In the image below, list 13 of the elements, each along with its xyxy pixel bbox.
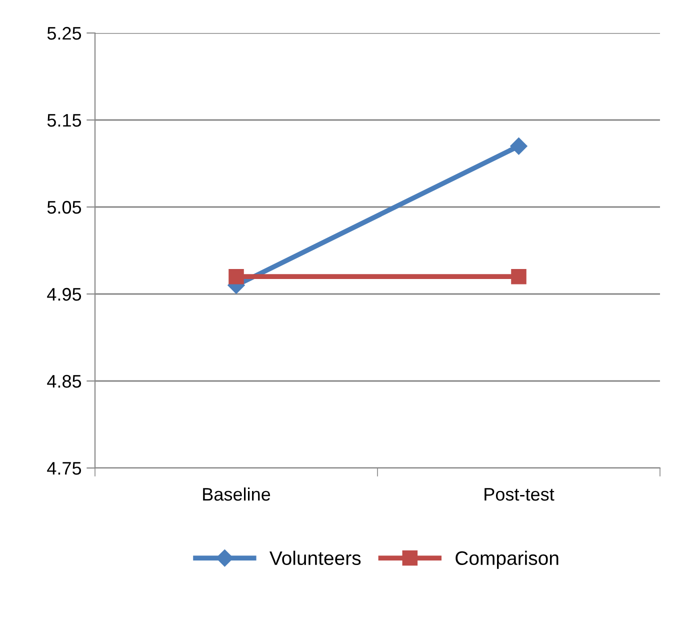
y-tick-label: 5.15 bbox=[47, 114, 82, 127]
x-tick-label: Baseline bbox=[203, 487, 270, 501]
x-tick-label: Post-test bbox=[484, 488, 554, 501]
legend-label: Volunteers bbox=[270, 550, 361, 566]
point bbox=[228, 268, 244, 284]
legend-label: Comparison bbox=[456, 550, 558, 569]
y-tick-label: 5.25 bbox=[47, 26, 82, 40]
y-tick-label: 4.95 bbox=[47, 288, 82, 301]
y-tick-label: 5.05 bbox=[47, 200, 82, 214]
point bbox=[511, 268, 526, 284]
y-tick-label: 4.85 bbox=[47, 374, 82, 388]
point bbox=[510, 138, 528, 155]
y-tick-label: 4.75 bbox=[47, 462, 82, 475]
